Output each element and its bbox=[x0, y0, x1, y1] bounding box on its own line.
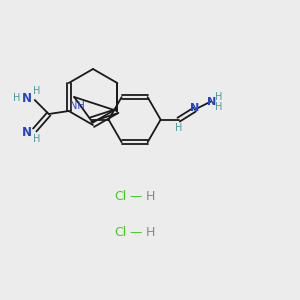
Text: —: — bbox=[130, 226, 142, 239]
Text: H: H bbox=[215, 92, 222, 102]
Text: H: H bbox=[145, 190, 155, 203]
Text: N: N bbox=[22, 92, 32, 104]
Text: Cl: Cl bbox=[114, 226, 126, 239]
Text: H: H bbox=[175, 123, 182, 133]
Text: H: H bbox=[33, 134, 40, 144]
Text: N: N bbox=[207, 97, 216, 107]
Text: —: — bbox=[130, 190, 142, 203]
Text: H: H bbox=[33, 86, 40, 96]
Text: H: H bbox=[215, 102, 222, 112]
Text: H: H bbox=[145, 226, 155, 239]
Text: N: N bbox=[22, 125, 32, 139]
Text: NH: NH bbox=[70, 101, 85, 111]
Text: N: N bbox=[190, 103, 199, 113]
Text: Cl: Cl bbox=[114, 190, 126, 203]
Text: H: H bbox=[13, 93, 20, 103]
